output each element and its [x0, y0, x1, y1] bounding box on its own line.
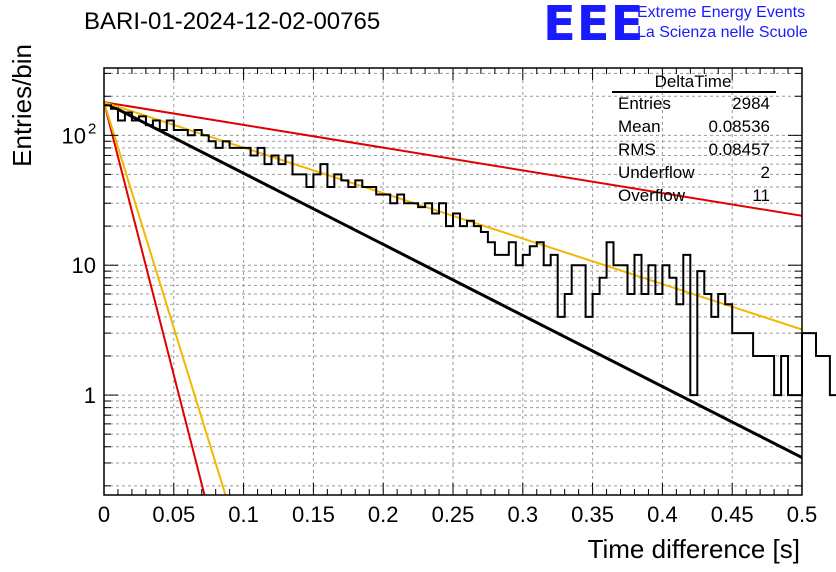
y-tick-label: 10 [72, 253, 96, 278]
stat-value: 0.08536 [708, 117, 770, 136]
fit-curve-red-fast [103, 101, 206, 496]
y-tick-label: 1 [84, 383, 96, 408]
stat-row-rms: RMS 0.08457 [618, 140, 770, 160]
stat-label: RMS [618, 140, 656, 159]
stat-row-overflow: Overflow 11 [618, 186, 770, 206]
x-tick-label: 0.4 [647, 502, 678, 527]
x-axis-label: Time difference [s] [588, 534, 800, 564]
x-tick-label: 0.45 [711, 502, 754, 527]
logo-line-2: La Scienza nelle Scuole [637, 24, 808, 41]
stat-row-underflow: Underflow 2 [618, 163, 770, 183]
stat-value: 2 [760, 163, 770, 182]
logo-line-1: Extreme Energy Events [637, 4, 806, 21]
x-tick-label: 0.1 [228, 502, 259, 527]
y-tick-label: 10 [62, 123, 86, 148]
x-tick-label: 0 [98, 502, 110, 527]
stat-label: Overflow [618, 186, 686, 205]
x-tick-label: 0.35 [571, 502, 614, 527]
axis-ticks [103, 68, 803, 495]
stat-value: 0.08457 [708, 140, 770, 159]
stats-name: DeltaTime [654, 72, 732, 91]
stat-value: 11 [752, 186, 770, 205]
grid-lines [104, 68, 802, 495]
x-tick-label: 0.5 [787, 502, 818, 527]
x-tick-label: 0.3 [508, 502, 539, 527]
x-tick-label: 0.05 [152, 502, 195, 527]
stat-label: Underflow [618, 163, 695, 182]
stat-label: Entries [618, 94, 671, 113]
y-axis-label: Entries/bin [7, 44, 37, 167]
y-tick-exponent: 2 [88, 120, 96, 137]
stat-row-mean: Mean 0.08536 [618, 117, 770, 137]
stat-row-entries: Entries 2984 [618, 94, 770, 114]
histogram-steps [104, 104, 836, 397]
fit-curve-yellow-fast [103, 101, 227, 496]
eee-logo: EEE [543, 0, 645, 52]
run-title: BARI-01-2024-12-02-00765 [84, 8, 381, 35]
fit-curve-red-slow [103, 101, 803, 217]
x-tick-label: 0.2 [368, 502, 399, 527]
histogram-series [104, 104, 836, 397]
stat-value: 2984 [732, 94, 770, 113]
x-tick-label: 0.15 [292, 502, 335, 527]
fit-curve-black [103, 100, 803, 459]
x-tick-label: 0.25 [432, 502, 475, 527]
axis-tick-labels: 0 0.05 0.1 0.15 0.2 0.25 0.3 0.35 0.4 0.45 0.510 21… [62, 120, 818, 527]
stat-label: Mean [618, 117, 661, 136]
